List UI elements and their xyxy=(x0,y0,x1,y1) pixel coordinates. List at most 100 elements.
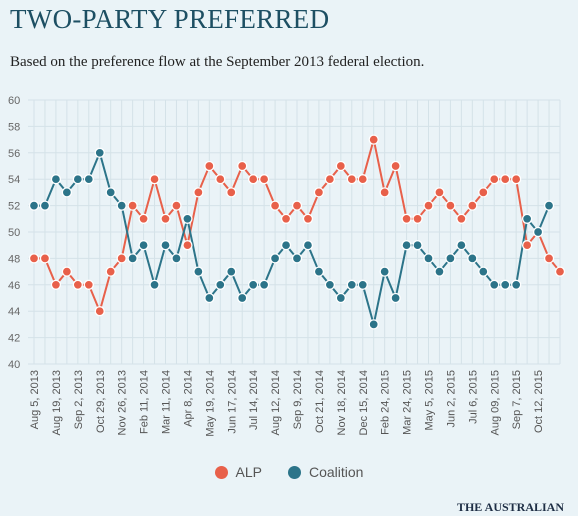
data-point-coalition xyxy=(193,266,204,277)
data-point-coalition xyxy=(83,174,94,185)
x-tick-label: May 5, 2015 xyxy=(424,370,436,431)
x-tick-label: Aug 19, 2013 xyxy=(51,370,63,435)
data-point-coalition xyxy=(313,266,325,277)
data-point-alp xyxy=(368,134,379,145)
data-point-alp xyxy=(423,200,434,211)
x-tick-label: Dec 15, 2014 xyxy=(358,370,370,435)
data-point-alp xyxy=(116,253,127,264)
data-point-alp xyxy=(313,187,325,198)
x-tick-label: Nov 26, 2013 xyxy=(117,370,129,435)
data-point-alp xyxy=(127,200,138,211)
data-point-alp xyxy=(94,306,105,317)
data-point-alp xyxy=(105,266,116,277)
data-point-alp xyxy=(412,213,423,224)
x-tick-label: Sep 9, 2014 xyxy=(292,370,304,429)
data-point-alp xyxy=(324,174,336,185)
data-point-alp xyxy=(456,213,467,224)
data-point-coalition xyxy=(258,279,270,290)
chart-legend: ALP Coalition xyxy=(0,464,578,480)
data-point-alp xyxy=(401,213,412,224)
grid-lines xyxy=(28,99,561,365)
x-tick-label: Aug 12, 2014 xyxy=(270,370,282,435)
y-tick-label: 48 xyxy=(8,253,20,265)
x-tick-label: Apr 8, 2014 xyxy=(182,370,194,427)
data-point-alp xyxy=(83,279,94,290)
data-point-coalition xyxy=(467,253,478,264)
legend-alp-marker xyxy=(214,465,228,479)
x-axis-ticks: Aug 5, 2013 Aug 19, 2013 Sep 2, 2013 Oct 29… xyxy=(29,370,545,437)
data-point-coalition xyxy=(39,200,51,211)
data-point-coalition xyxy=(105,187,116,198)
data-point-coalition xyxy=(412,240,423,251)
y-tick-label: 50 xyxy=(8,227,20,239)
data-point-alp xyxy=(357,174,368,185)
data-point-coalition xyxy=(543,200,555,211)
data-point-alp xyxy=(226,187,237,198)
legend-coalition-marker xyxy=(287,465,301,479)
data-point-alp xyxy=(237,160,248,172)
x-tick-label: Sep 7, 2015 xyxy=(511,370,523,429)
data-point-coalition xyxy=(269,253,281,264)
data-point-coalition xyxy=(489,279,500,290)
y-tick-label: 58 xyxy=(8,121,20,133)
x-tick-label: Feb 11, 2014 xyxy=(139,370,151,434)
data-point-alp xyxy=(61,266,73,277)
data-point-coalition xyxy=(434,266,445,277)
legend-alp-label: ALP xyxy=(235,464,262,480)
data-point-coalition xyxy=(302,240,314,251)
data-point-coalition xyxy=(423,253,434,264)
x-tick-label: Nov 18, 2014 xyxy=(336,370,348,435)
data-point-coalition xyxy=(61,187,73,198)
x-tick-label: Jun 17, 2014 xyxy=(226,370,238,434)
y-tick-label: 44 xyxy=(8,306,20,318)
data-point-coalition xyxy=(215,279,226,290)
data-point-alp xyxy=(182,240,193,251)
x-tick-label: Jul 6, 2015 xyxy=(467,370,479,424)
data-point-coalition xyxy=(357,279,368,290)
legend-item-coalition[interactable]: Coalition xyxy=(287,464,364,480)
data-point-coalition xyxy=(28,200,40,211)
y-tick-label: 54 xyxy=(8,174,20,186)
y-tick-label: 52 xyxy=(8,201,20,213)
data-point-coalition xyxy=(511,279,522,290)
data-point-alp xyxy=(346,174,357,185)
data-point-alp xyxy=(291,200,303,211)
data-point-alp xyxy=(500,174,511,185)
data-point-alp xyxy=(72,279,83,290)
series-points xyxy=(28,134,566,330)
y-tick-label: 60 xyxy=(8,95,20,107)
data-point-coalition xyxy=(280,240,292,251)
data-point-coalition xyxy=(138,240,149,251)
series-line-coalition xyxy=(34,149,550,325)
x-tick-label: Mar 24, 2015 xyxy=(402,370,414,435)
data-point-alp xyxy=(467,200,478,211)
legend-coalition-label: Coalition xyxy=(308,464,364,480)
data-point-coalition xyxy=(335,292,346,304)
data-point-coalition xyxy=(237,292,248,304)
data-point-coalition xyxy=(127,253,138,264)
y-tick-label: 56 xyxy=(8,148,20,160)
data-point-alp xyxy=(390,160,401,172)
data-point-coalition xyxy=(226,266,237,277)
data-point-alp xyxy=(39,253,51,264)
data-point-alp xyxy=(434,187,445,198)
data-point-coalition xyxy=(445,253,456,264)
line-chart: 40 42 44 46 48 50 52 54 56 58 60 Aug 5, 2013 Aug 19… xyxy=(8,95,566,437)
data-point-alp xyxy=(204,160,215,172)
data-point-alp xyxy=(335,160,346,172)
data-point-coalition xyxy=(116,200,127,211)
x-tick-label: Feb 24, 2015 xyxy=(380,370,392,435)
data-point-coalition xyxy=(401,240,412,251)
data-point-alp xyxy=(248,174,259,185)
data-point-alp xyxy=(28,253,40,264)
chart-subtitle: Based on the preference flow at the Sept… xyxy=(10,54,425,70)
data-point-coalition xyxy=(204,292,215,304)
legend-item-alp[interactable]: ALP xyxy=(214,464,262,480)
data-point-coalition xyxy=(521,213,533,224)
data-point-alp xyxy=(258,174,270,185)
data-point-alp xyxy=(521,240,533,251)
data-point-alp xyxy=(138,213,149,224)
x-tick-label: May 19, 2014 xyxy=(204,370,216,437)
data-point-alp xyxy=(379,187,390,198)
data-point-alp xyxy=(160,213,171,224)
